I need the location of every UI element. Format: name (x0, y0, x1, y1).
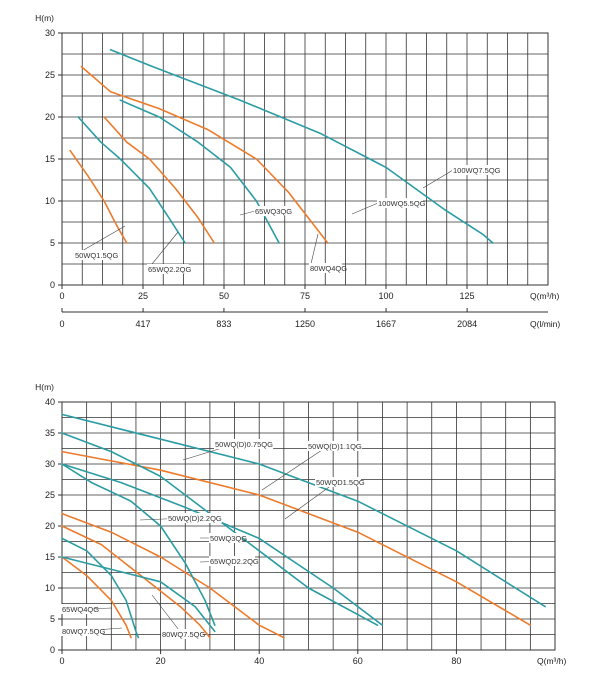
curve-label-background (74, 250, 116, 260)
secondary-x-axis-title: Q(l/min) (530, 319, 560, 329)
curve-label: 100WQ7.5QG (453, 166, 501, 175)
y-tick-label: 15 (45, 552, 55, 562)
y-tick-label: 20 (45, 521, 55, 531)
curve-label: 65WQ4QG (62, 605, 99, 614)
curve-label-leader (309, 233, 319, 269)
curve-label: 65WQ2.2QG (148, 265, 192, 274)
y-tick-label: 25 (45, 70, 55, 80)
y-axis-title: H(m) (35, 13, 54, 23)
curve-label: 50WQ1.5QG (75, 251, 119, 260)
x-tick-label: 40 (254, 656, 264, 666)
curve-label: 50WQ(D)0.75QG (215, 440, 273, 449)
pump-curve-50wqd1-5qg (61, 525, 211, 639)
curve-label: 100WQ5.5QG (378, 199, 426, 208)
curve-label-leader (239, 210, 256, 216)
pump-curve-100wq5-5qg (80, 65, 329, 244)
y-tick-label: 0 (50, 280, 55, 290)
curve-label: 80WQ7.5QG (162, 630, 206, 639)
curve-label-background (209, 533, 242, 543)
y-tick-label: 25 (45, 490, 55, 500)
curve-label-leader (151, 594, 183, 635)
pump-curve-80wq7-5qg (61, 413, 546, 608)
x-axis-title: Q(m³/h) (537, 656, 566, 666)
secondary-x-tick-label: 2084 (457, 319, 477, 329)
y-axis-title: H(m) (35, 382, 54, 392)
pump-curve-65wqd2-2qg (61, 463, 216, 626)
pump-curve-65wq4qg (61, 463, 384, 626)
secondary-x-tick-label: 0 (59, 319, 64, 329)
curve-label-background (147, 264, 189, 274)
curve-label-background (167, 513, 222, 523)
curve-label: 65WQ3QG (255, 207, 292, 216)
pump-curve-50wq-d-1-1qg (61, 537, 140, 639)
y-tick-label: 15 (45, 154, 55, 164)
curve-label: 80WQ4QG (310, 264, 347, 273)
curve-label-background (214, 439, 274, 449)
curve-label-background (315, 477, 361, 487)
curve-label-background (452, 165, 498, 175)
y-tick-label: 30 (45, 459, 55, 469)
secondary-x-tick-label: 1667 (376, 319, 396, 329)
x-tick-label: 80 (451, 656, 461, 666)
x-tick-label: 60 (353, 656, 363, 666)
curve-label-leader (261, 445, 329, 491)
curve-label-leader (284, 481, 337, 520)
y-tick-label: 40 (45, 397, 55, 407)
x-tick-label: 25 (138, 291, 148, 301)
curve-label: 50WQ(D)2.2QG (168, 514, 222, 523)
secondary-x-tick-label: 1250 (295, 319, 315, 329)
y-tick-label: 35 (45, 428, 55, 438)
x-tick-label: 125 (459, 291, 474, 301)
y-tick-label: 10 (45, 196, 55, 206)
curve-label: 65WQD2.2QG (210, 557, 259, 566)
curve-label-background (254, 206, 287, 216)
curve-label: 50WQD1.5QG (316, 478, 365, 487)
pump-curve-50wq-d-2-2qg (61, 556, 216, 633)
secondary-x-tick-label: 833 (216, 319, 231, 329)
curve-label: 50WQ(D)1.1QG (308, 442, 362, 451)
x-tick-label: 100 (378, 291, 393, 301)
curve-label-background (61, 604, 94, 614)
curve-label-background (377, 198, 423, 208)
curve-label-background (307, 441, 362, 451)
y-tick-label: 5 (50, 614, 55, 624)
pump-curve-50wq1-5qg (69, 149, 128, 244)
x-tick-label: 75 (300, 291, 310, 301)
curve-label-background (161, 629, 203, 639)
y-tick-label: 5 (50, 238, 55, 248)
y-tick-label: 0 (50, 645, 55, 655)
y-tick-label: 30 (45, 28, 55, 38)
x-tick-label: 50 (219, 291, 229, 301)
y-tick-label: 10 (45, 583, 55, 593)
x-tick-label: 0 (59, 291, 64, 301)
curve-label-background (61, 626, 103, 636)
curve-label-background (309, 263, 342, 273)
pump-curve-100wq7-5qg (109, 49, 494, 244)
pump-curve-80wq7-5qg (61, 450, 532, 626)
pump-curve-65wq3qg (103, 116, 216, 244)
curve-label-leader (147, 231, 179, 270)
curve-label-background (209, 556, 255, 566)
x-tick-label: 20 (156, 656, 166, 666)
pump-curve-50wq-d-0-75qg (61, 556, 132, 639)
pump-curve-50wq3qg (61, 512, 285, 639)
y-tick-label: 20 (45, 112, 55, 122)
x-tick-label: 0 (59, 656, 64, 666)
x-axis-title: Q(m³/h) (530, 291, 559, 301)
curve-label: 50WQ3QG (210, 534, 247, 543)
curve-label-leader (422, 169, 454, 189)
curve-label-leader (351, 202, 379, 215)
pump-curve-65wq2-2qg (77, 116, 186, 244)
secondary-x-tick-label: 417 (136, 319, 151, 329)
curve-label: 80WQ7.5QG (62, 627, 106, 636)
